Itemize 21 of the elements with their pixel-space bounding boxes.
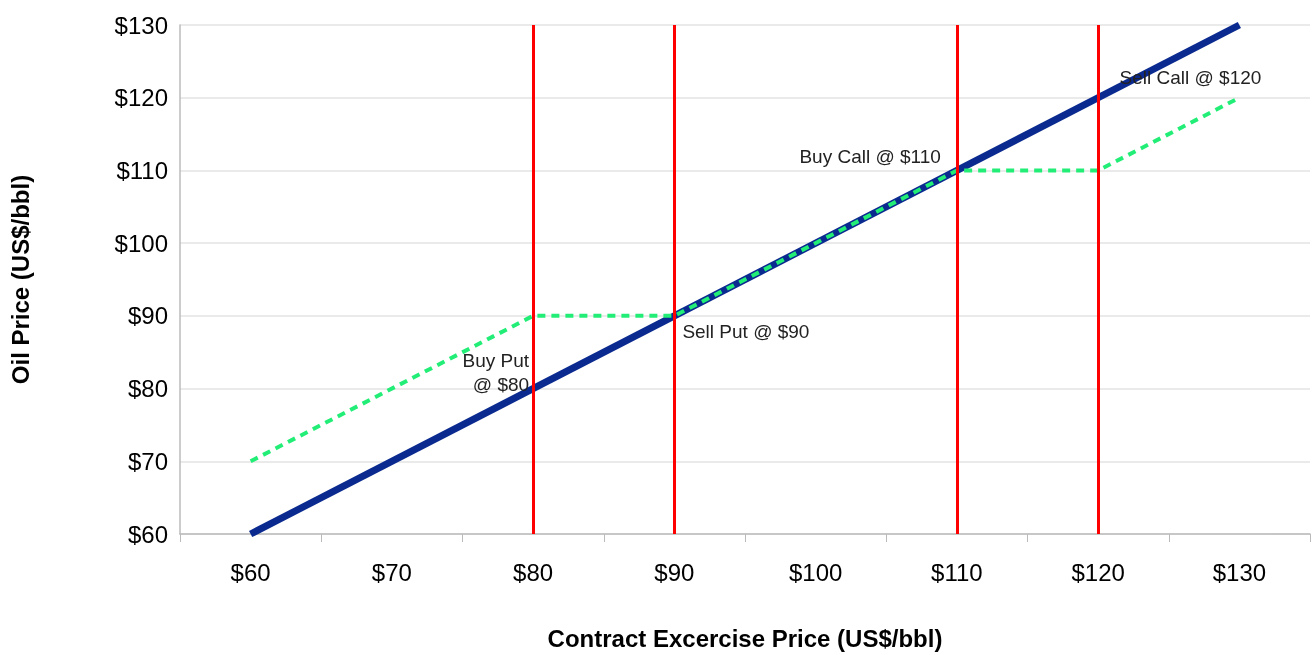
annotation: Buy Call @ $110 <box>799 145 941 167</box>
x-tick-label: $80 <box>513 558 554 586</box>
y-tick-label: $60 <box>127 520 168 548</box>
x-axis-title: Contract Excercise Price (US$/bbl) <box>547 624 943 652</box>
y-tick-label: $80 <box>127 375 168 403</box>
x-tick-label: $100 <box>788 558 843 586</box>
x-tick-label: $110 <box>931 558 983 586</box>
y-tick-label: $70 <box>127 447 168 475</box>
y-tick-label: $110 <box>116 156 168 184</box>
y-tick-label: $130 <box>114 11 168 39</box>
y-tick-label: $90 <box>127 302 168 330</box>
y-tick-label: $100 <box>114 229 168 257</box>
x-tick-label: $60 <box>230 558 271 586</box>
y-axis-title: Oil Price (US$/bbl) <box>6 174 34 385</box>
x-tick-label: $130 <box>1212 558 1267 586</box>
annotation: Sell Put @ $90 <box>682 321 810 343</box>
x-tick-label: $90 <box>654 558 695 586</box>
x-tick-label: $120 <box>1071 558 1125 586</box>
y-tick-label: $120 <box>114 84 168 112</box>
x-tick-label: $70 <box>371 558 412 586</box>
annotation: Buy Put @ $80 <box>462 350 530 396</box>
